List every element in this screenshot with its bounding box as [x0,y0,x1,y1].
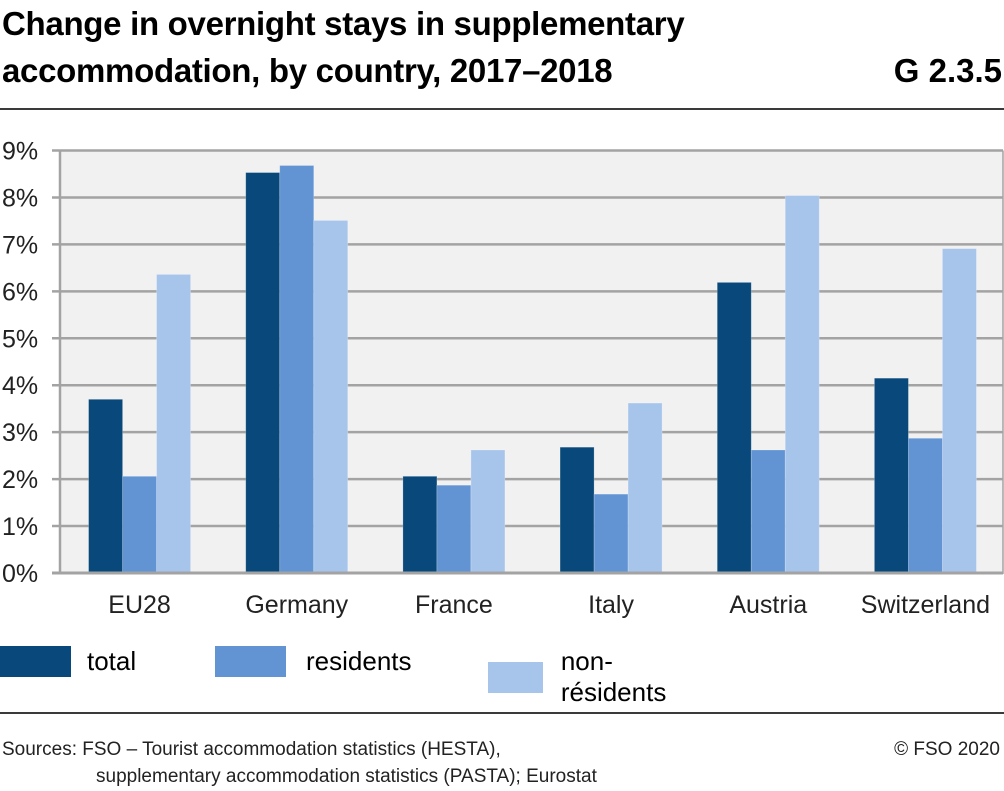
x-tick-label: Italy [588,591,634,619]
legend-item-residents: residents [215,646,412,677]
y-tick-label: 6% [2,278,38,306]
bar-non-residents-italy [627,402,663,574]
legend-label-residents: residents [306,646,412,676]
plot-area [60,150,1003,573]
footer-divider [0,712,1004,714]
y-tick-label: 9% [2,138,38,166]
bar-non-residents-austria [784,195,820,574]
bar-residents-france [436,484,472,574]
x-tick-label: Germany [245,591,348,619]
y-tick-label: 5% [2,325,38,353]
bar-non-residents-switzerland [942,248,977,574]
bar-total-france [402,475,438,574]
bar-residents-austria [750,449,786,574]
chart-title-line-1: Change in overnight stays in supplementa… [2,5,685,42]
chart-title-line-2: accommodation, by country, 2017–2018 [2,52,613,89]
bar-total-germany [245,172,281,574]
bar-total-austria [716,282,752,574]
sources-note: Sources: FSO – Tourist accommodation sta… [2,736,597,790]
legend-swatch-non-residents [488,661,543,693]
chart-code: G 2.3.5 [893,52,1002,89]
legend-item-non-residents: non-résidents [488,646,683,708]
y-tick-label: 8% [2,184,38,212]
legend-swatch-total [0,646,71,677]
bar-residents-switzerland [908,437,943,574]
copyright: © FSO 2020 [894,739,1000,760]
legend-label-total: total [87,646,137,676]
bar-non-residents-germany [313,220,349,574]
bar-residents-italy [593,493,629,574]
legend-label-non-residents: non-résidents [560,646,667,707]
chart-title: Change in overnight stays in supplementa… [2,0,685,94]
bar-chart: 0% 1% 2% 3% 4% 5% 6% 7% 8% 9% EU28 Germany France Ita… [2,138,1004,619]
y-tick-label: 7% [2,231,38,259]
legend-swatch-residents [215,646,286,677]
y-tick-label: 4% [2,372,38,400]
bar-residents-germany [279,165,315,574]
sources-line-1: Sources: FSO – Tourist accommodation sta… [2,739,501,760]
bar-total-switzerland [874,377,909,574]
y-tick-label: 3% [2,419,38,447]
bar-residents-eu28 [122,475,157,574]
x-tick-label: Austria [729,591,807,619]
y-tick-label: 0% [2,560,38,588]
title-divider [0,108,1004,110]
bar-total-italy [559,446,595,574]
legend-item-total: total [0,646,136,677]
y-tick-label: 2% [2,466,38,494]
x-tick-label: EU28 [108,591,171,619]
bar-non-residents-france [470,449,506,574]
x-tick-label: France [415,591,493,619]
bar-total-eu28 [88,398,123,574]
y-tick-label: 1% [2,513,38,541]
x-tick-label: Switzerland [861,591,990,619]
sources-line-2: supplementary accommodation statistics (… [96,766,597,787]
bar-non-residents-eu28 [156,274,191,574]
